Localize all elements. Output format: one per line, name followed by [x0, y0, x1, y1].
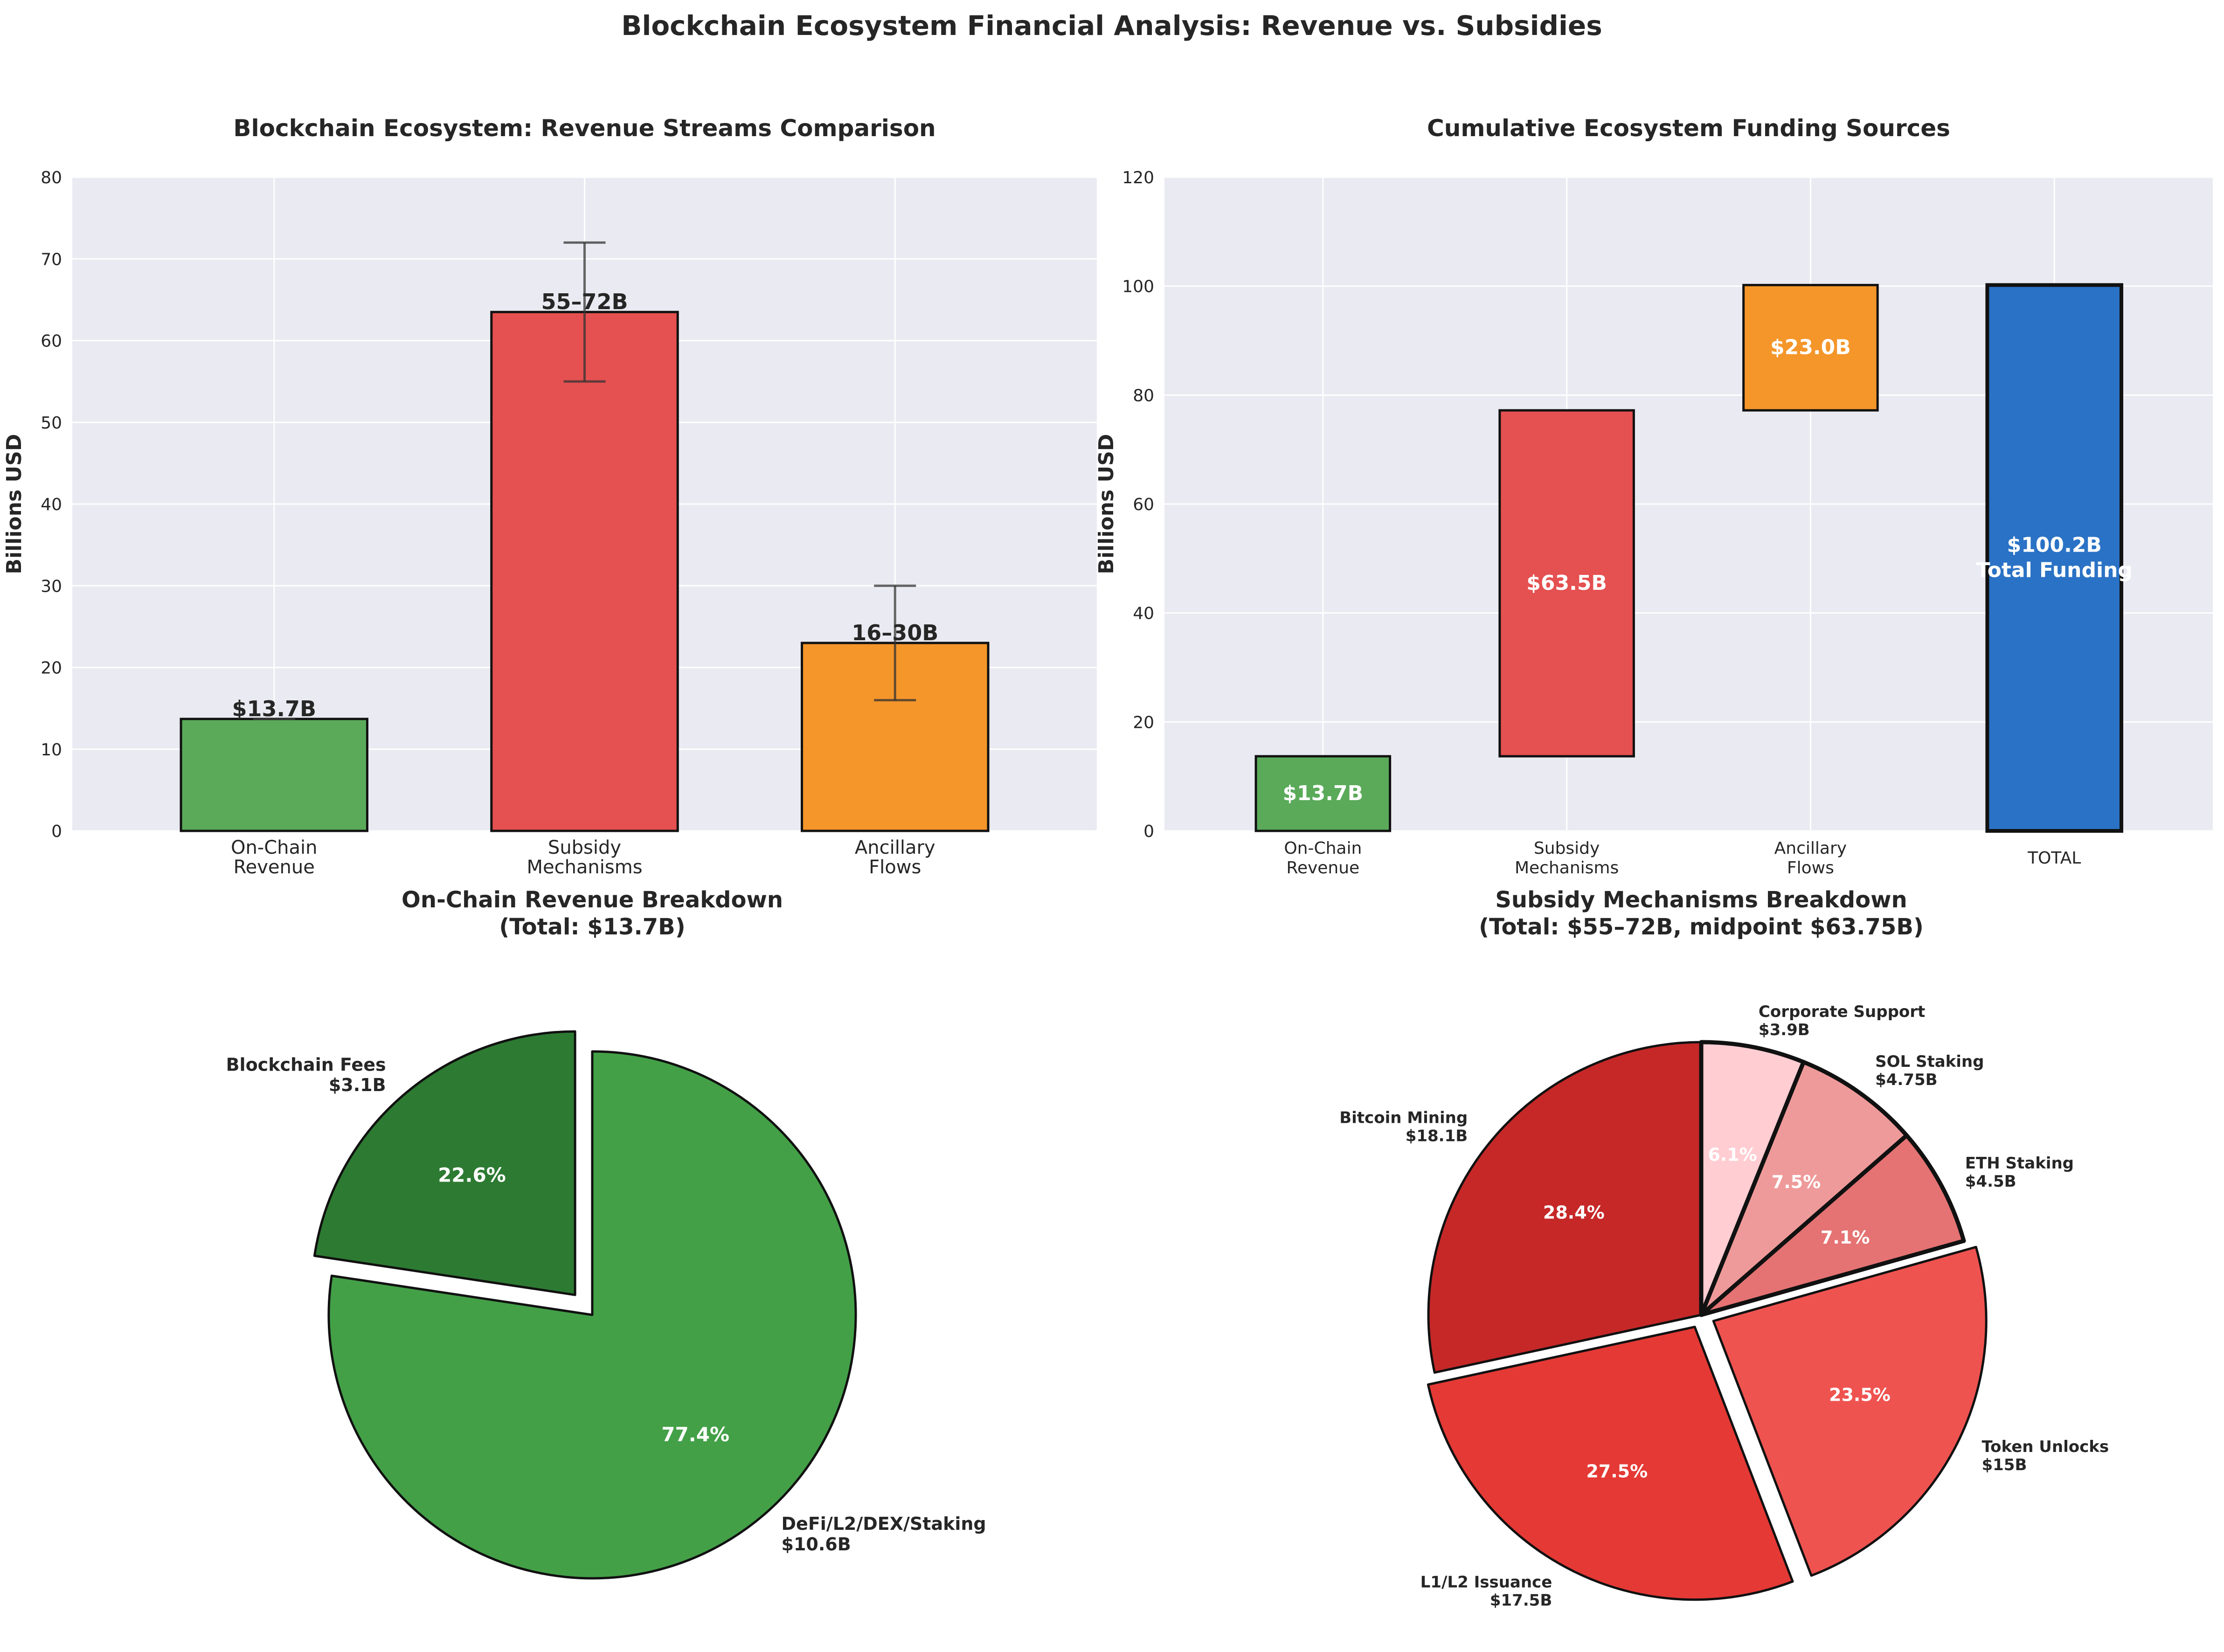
y-tick-label: 80	[1133, 386, 1154, 405]
bar	[490, 311, 679, 832]
pie-slice	[1427, 1041, 1703, 1374]
y-tick-label: 120	[1122, 168, 1154, 187]
bar-value-label: $13.7B	[232, 696, 316, 721]
x-tick-label: TOTAL	[2027, 849, 2081, 868]
pie-slice	[1699, 1133, 1966, 1317]
bar-value-label: $100.2B Total Funding	[1976, 533, 2132, 582]
y-tick-label: 80	[41, 168, 62, 187]
x-tick-label: Subsidy Mechanisms	[1515, 839, 1619, 878]
bar	[1985, 283, 2123, 833]
bar	[180, 718, 368, 832]
y-tick-label: 0	[51, 822, 62, 841]
y-tick-label: 70	[41, 250, 62, 269]
x-tick-label: On-Chain Revenue	[1284, 839, 1362, 878]
bar-value-label: $23.0B	[1770, 336, 1851, 359]
slice-label: Token Unlocks $15B	[1982, 1438, 2109, 1474]
onchain-revenue-pie: On-Chain Revenue Breakdown (Total: $13.7B…	[226, 887, 986, 1580]
slice-label: DeFi/L2/DEX/Staking $10.6B	[782, 1514, 986, 1555]
slice-percent-label: 77.4%	[661, 1423, 729, 1446]
bar-value-label: $13.7B	[1282, 781, 1363, 805]
y-tick-label: 30	[41, 577, 62, 596]
y-tick-label: 100	[1122, 277, 1154, 297]
y-tick-label: 0	[1143, 822, 1154, 841]
chart-title: On-Chain Revenue Breakdown (Total: $13.7B…	[402, 887, 783, 940]
bar	[1498, 409, 1635, 758]
y-tick-label: 40	[41, 495, 62, 514]
pie-slice	[1712, 1245, 1988, 1577]
slice-label: ETH Staking $4.5B	[1965, 1154, 2074, 1191]
y-tick-label: 10	[41, 740, 62, 760]
x-tick-label: Ancillary Flows	[855, 837, 935, 878]
subsidy-breakdown-pie: Subsidy Mechanisms Breakdown (Total: $55–…	[1339, 887, 2109, 1610]
slice-label: Bitcoin Mining $18.1B	[1339, 1108, 1468, 1145]
chart-title: Cumulative Ecosystem Funding Sources	[1427, 115, 1950, 142]
y-tick-label: 20	[1133, 713, 1154, 732]
bar	[1742, 283, 1879, 412]
slice-percent-label: 7.5%	[1772, 1172, 1821, 1192]
revenue-comparison-chart: 0 10 20 30 40 50 60 70 80 On-Chain Revenue Subsidy M…	[2, 115, 1097, 878]
y-tick-label: 60	[1133, 495, 1154, 514]
y-axis-label: Billions USD	[2, 434, 26, 574]
slice-label: L1/L2 Issuance $17.5B	[1420, 1573, 1552, 1610]
slice-percent-label: 28.4%	[1543, 1203, 1605, 1223]
slice-label: SOL Staking $4.75B	[1875, 1052, 1984, 1089]
slice-percent-label: 7.1%	[1821, 1227, 1870, 1248]
slice-percent-label: 22.6%	[438, 1163, 506, 1186]
x-tick-label: On-Chain Revenue	[231, 837, 318, 878]
slice-label: Blockchain Fees $3.1B	[226, 1054, 386, 1095]
y-tick-label: 50	[41, 414, 62, 433]
pie-slice	[1699, 1060, 1909, 1317]
pie-slice	[313, 1030, 576, 1296]
y-tick-label: 40	[1133, 604, 1154, 623]
pie-slice	[327, 1050, 857, 1580]
x-tick-label: Ancillary Flows	[1774, 839, 1847, 878]
bar-value-label: 16–30B	[852, 620, 938, 645]
chart-title: Subsidy Mechanisms Breakdown (Total: $55–…	[1479, 887, 1924, 940]
y-tick-label: 20	[41, 659, 62, 678]
slice-label: Corporate Support $3.9B	[1759, 1002, 1925, 1039]
bar-value-label: 55–72B	[541, 289, 628, 314]
y-tick-label: 60	[41, 332, 62, 351]
slice-percent-label: 27.5%	[1586, 1461, 1648, 1482]
slice-percent-label: 23.5%	[1829, 1384, 1891, 1405]
pie-slice	[1699, 1040, 1806, 1317]
y-axis-label: Billions USD	[1095, 434, 1118, 574]
slice-percent-label: 6.1%	[1708, 1144, 1757, 1165]
figure-title: Blockchain Ecosystem Financial Analysis:…	[621, 10, 1602, 41]
chart-title: Blockchain Ecosystem: Revenue Streams Co…	[233, 115, 935, 142]
x-tick-label: Subsidy Mechanisms	[527, 837, 642, 878]
bar-value-label: $63.5B	[1526, 571, 1607, 595]
bar	[1254, 755, 1392, 832]
pie-slice	[1427, 1326, 1794, 1601]
cumulative-funding-chart: 0 20 40 60 80 100 120 On-Chain Revenue Subsidy Mec…	[1095, 115, 2213, 878]
